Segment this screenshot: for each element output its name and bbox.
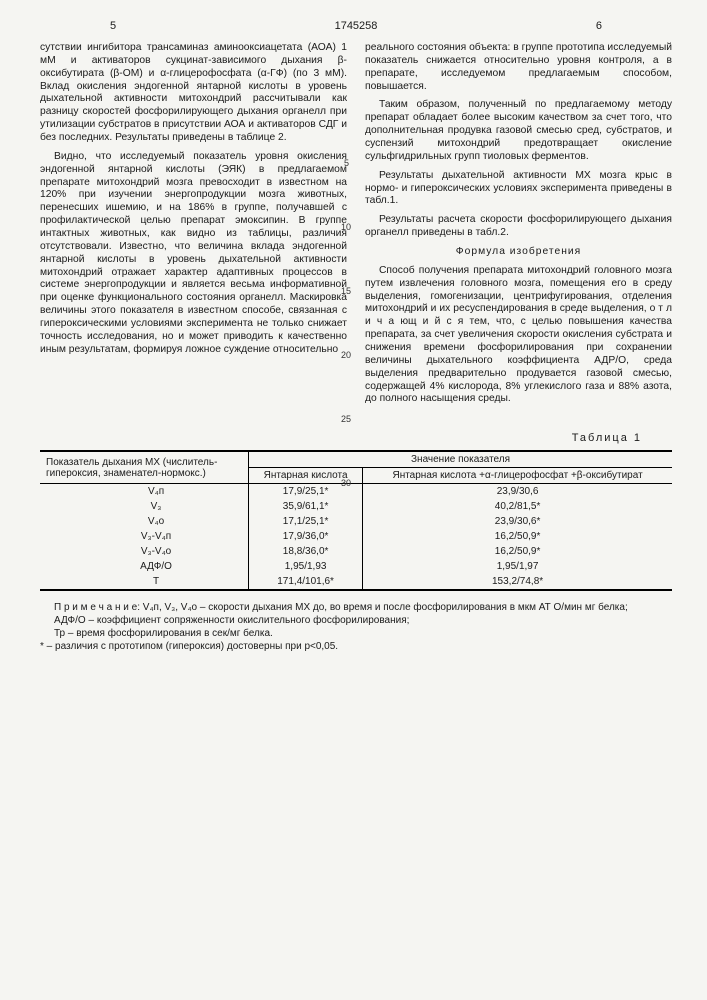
- row-c2: 1,95/1,97: [363, 559, 672, 574]
- right-p5: Способ получения препарата митохонд­рий …: [365, 265, 672, 406]
- row-c1: 1,95/1,93: [249, 559, 363, 574]
- note-2: АДФ/О – коэффициент сопряженности окисли…: [40, 614, 672, 627]
- th-value-span: Значение показателя: [249, 451, 672, 468]
- page-num-left: 5: [110, 20, 116, 32]
- right-column: реального состояния объекта: в группе пр…: [365, 42, 672, 412]
- linenum-5: 5: [344, 158, 349, 168]
- row-c1: 35,9/61,1*: [249, 499, 363, 514]
- right-p1: реального состояния объекта: в группе пр…: [365, 42, 672, 93]
- row-c1: 18,8/36,0*: [249, 544, 363, 559]
- table-notes: П р и м е ч а н и е: V₄п, V₃, V₄о – скор…: [40, 601, 672, 653]
- text-columns: сутствии ингибитора трансаминаз аминоок­…: [40, 42, 672, 412]
- page-num-right: 6: [596, 20, 602, 32]
- left-p1: сутствии ингибитора трансаминаз аминоок­…: [40, 42, 347, 145]
- document-number: 1745258: [40, 20, 672, 32]
- linenum-20: 20: [341, 350, 351, 360]
- right-p4: Результаты расчета скорости фосфорилиру­…: [365, 214, 672, 240]
- linenum-25: 25: [341, 414, 351, 424]
- row-c2: 153,2/74,8*: [363, 574, 672, 590]
- row-c1: 171,4/101,6*: [249, 574, 363, 590]
- page: 5 6 1745258 5 10 15 20 25 30 сутствии ин…: [0, 0, 707, 1000]
- table-row: АДФ/О1,95/1,931,95/1,97: [40, 559, 672, 574]
- row-label: V₃-V₄п: [40, 529, 249, 544]
- table-row: V₃-V₄о18,8/36,0*16,2/50,9*: [40, 544, 672, 559]
- table-row: Т171,4/101,6*153,2/74,8*: [40, 574, 672, 590]
- table-1-label: Таблица 1: [40, 432, 642, 444]
- th-indicator: Показатель дыхания МХ (чис­литель-гиперо…: [40, 451, 249, 484]
- left-column: сутствии ингибитора трансаминаз аминоок­…: [40, 42, 347, 412]
- linenum-30: 30: [341, 478, 351, 488]
- row-label: Т: [40, 574, 249, 590]
- table-1: Показатель дыхания МХ (чис­литель-гиперо…: [40, 450, 672, 591]
- row-label: V₃: [40, 499, 249, 514]
- row-c2: 16,2/50,9*: [363, 529, 672, 544]
- note-1: П р и м е ч а н и е: V₄п, V₃, V₄о – скор…: [40, 601, 672, 614]
- table-row: V₄о17,1/25,1*23,9/30,6*: [40, 514, 672, 529]
- row-label: АДФ/О: [40, 559, 249, 574]
- table-row: V₄п17,9/25,1*23,9/30,6: [40, 484, 672, 500]
- row-c1: 17,9/36,0*: [249, 529, 363, 544]
- row-label: V₄п: [40, 484, 249, 500]
- linenum-10: 10: [341, 222, 351, 232]
- row-label: V₃-V₄о: [40, 544, 249, 559]
- left-p2: Видно, что исследуемый показатель уровня…: [40, 151, 347, 357]
- note-4: * – различия с прототипом (гипероксия) д…: [40, 640, 672, 653]
- row-c2: 23,9/30,6*: [363, 514, 672, 529]
- row-c2: 40,2/81,5*: [363, 499, 672, 514]
- table-row: V₃-V₄п17,9/36,0*16,2/50,9*: [40, 529, 672, 544]
- note-3: Тр – время фосфорилирования в сек/мг бел…: [40, 627, 672, 640]
- row-c2: 16,2/50,9*: [363, 544, 672, 559]
- formula-title: Формула изобретения: [365, 246, 672, 259]
- linenum-15: 15: [341, 286, 351, 296]
- row-label: V₄о: [40, 514, 249, 529]
- row-c2: 23,9/30,6: [363, 484, 672, 500]
- right-p2: Таким образом, полученный по предла­гаем…: [365, 99, 672, 163]
- right-p3: Результаты дыхательной активности МХ моз…: [365, 170, 672, 209]
- table-header-row-1: Показатель дыхания МХ (чис­литель-гиперо…: [40, 451, 672, 468]
- row-c1: 17,1/25,1*: [249, 514, 363, 529]
- th-col2: Янтарная кислота +α-глицерофосфат +β-окс…: [363, 468, 672, 484]
- table-row: V₃35,9/61,1*40,2/81,5*: [40, 499, 672, 514]
